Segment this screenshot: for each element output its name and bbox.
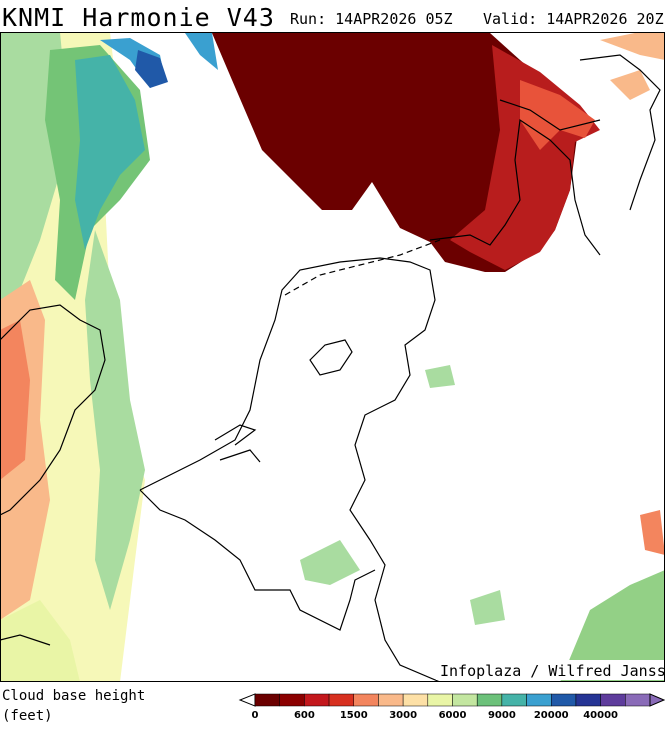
cloud-field	[185, 33, 218, 70]
cloud-field	[135, 50, 168, 88]
colorbar-swatch	[452, 693, 478, 707]
cloud-field	[75, 55, 145, 250]
colorbar-swatch	[551, 693, 577, 707]
colorbar-swatch	[402, 693, 429, 707]
map	[0, 32, 665, 682]
islands	[284, 239, 441, 296]
colorbar-swatch	[526, 693, 552, 707]
colorbar-swatch	[575, 693, 601, 707]
colorbar-label: 3000	[389, 710, 417, 721]
cloud-field	[0, 320, 30, 480]
colorbar: 0 600 1500 3000 6000 9000 20000 40000	[238, 693, 665, 721]
colorbar-label: 20000	[534, 710, 569, 721]
colorbar-arrow	[238, 693, 256, 707]
cloud-field	[0, 600, 80, 682]
colorbar-swatch	[427, 693, 453, 707]
coastline	[0, 634, 51, 646]
colorbar-label: 6000	[439, 710, 467, 721]
lake	[309, 339, 353, 376]
model-title: KNMI Harmonie V43	[2, 3, 275, 32]
colorbar-arrow	[649, 693, 665, 707]
legend-unit: (feet)	[2, 708, 53, 724]
cloud-field	[640, 510, 665, 555]
credit: Infoplaza / Wilfred Janssen	[440, 662, 665, 680]
colorbar-swatch	[378, 693, 404, 707]
cloud-field	[425, 365, 455, 388]
cloud-field	[300, 540, 360, 585]
colorbar-label: 40000	[583, 710, 618, 721]
border	[139, 257, 441, 682]
colorbar-label: 0	[252, 710, 259, 721]
colorbar-swatch	[625, 693, 651, 707]
colorbar-swatch	[501, 693, 527, 707]
colorbar-swatch	[328, 693, 354, 707]
colorbar-swatch	[600, 693, 626, 707]
colorbar-swatch	[254, 693, 280, 707]
colorbar-label: 9000	[488, 710, 516, 721]
legend-title: Cloud base height	[2, 688, 145, 704]
credit-box	[436, 660, 664, 680]
cloud-field	[560, 570, 665, 682]
coastline	[429, 54, 661, 256]
estuary	[214, 424, 261, 463]
colorbar-swatch	[353, 693, 379, 707]
border	[139, 489, 376, 631]
colorbar-swatch	[279, 693, 305, 707]
cloud-field	[610, 70, 650, 100]
cloud-field	[600, 32, 665, 60]
colorbar-swatch	[304, 693, 330, 707]
valid-time: Valid: 14APR2026 20Z	[483, 10, 664, 28]
run-time: Run: 14APR2026 05Z	[290, 10, 453, 28]
colorbar-label: 1500	[340, 710, 368, 721]
cloud-field	[470, 590, 505, 625]
coastline	[0, 304, 106, 516]
colorbar-swatch	[476, 693, 503, 707]
colorbar-label: 600	[294, 710, 315, 721]
cloud-field	[85, 230, 145, 610]
